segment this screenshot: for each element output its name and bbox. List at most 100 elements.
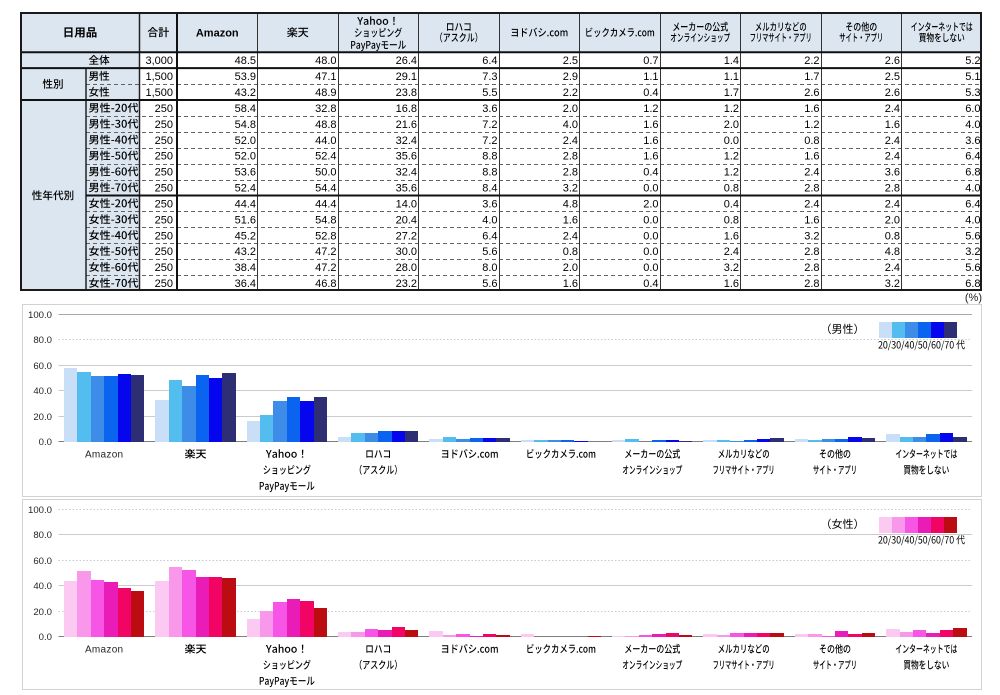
svg-text:20.0: 20.0: [33, 607, 52, 618]
svg-text:50.0: 50.0: [315, 167, 336, 179]
svg-text:32.8: 32.8: [315, 103, 336, 115]
svg-text:4.0: 4.0: [965, 119, 980, 131]
svg-text:0.8: 0.8: [724, 214, 739, 226]
svg-text:0.7: 0.7: [643, 55, 658, 67]
svg-text:4.0: 4.0: [563, 119, 578, 131]
svg-text:0.0: 0.0: [39, 632, 52, 643]
svg-text:2.8: 2.8: [804, 262, 819, 274]
svg-text:14.0: 14.0: [396, 198, 417, 210]
svg-text:250: 250: [155, 135, 173, 147]
svg-text:43.2: 43.2: [235, 87, 256, 99]
svg-text:250: 250: [155, 262, 173, 274]
svg-text:20.0: 20.0: [33, 412, 52, 423]
svg-text:3.6: 3.6: [482, 103, 497, 115]
svg-text:36.4: 36.4: [235, 278, 256, 290]
svg-text:8.0: 8.0: [482, 262, 497, 274]
svg-text:8.4: 8.4: [482, 183, 497, 195]
svg-text:52.4: 52.4: [315, 151, 336, 163]
svg-text:54.8: 54.8: [315, 214, 336, 226]
svg-text:23.2: 23.2: [396, 278, 417, 290]
svg-text:5.6: 5.6: [482, 246, 497, 258]
svg-text:32.4: 32.4: [396, 167, 417, 179]
svg-text:7.2: 7.2: [482, 119, 497, 131]
svg-text:2.6: 2.6: [804, 87, 819, 99]
svg-text:51.6: 51.6: [235, 214, 256, 226]
svg-text:250: 250: [155, 246, 173, 258]
svg-text:28.0: 28.0: [396, 262, 417, 274]
svg-text:2.4: 2.4: [724, 246, 739, 258]
svg-text:3.2: 3.2: [965, 246, 980, 258]
svg-text:0.4: 0.4: [643, 278, 658, 290]
svg-text:52.0: 52.0: [235, 151, 256, 163]
svg-text:2.4: 2.4: [885, 135, 900, 147]
svg-text:54.4: 54.4: [315, 183, 336, 195]
svg-text:1.6: 1.6: [804, 151, 819, 163]
svg-text:4.8: 4.8: [885, 246, 900, 258]
svg-text:5.5: 5.5: [482, 87, 497, 99]
svg-text:53.6: 53.6: [235, 167, 256, 179]
svg-text:5.2: 5.2: [965, 55, 980, 67]
svg-text:7.2: 7.2: [482, 135, 497, 147]
svg-text:5.6: 5.6: [965, 262, 980, 274]
svg-text:250: 250: [155, 183, 173, 195]
svg-text:21.6: 21.6: [396, 119, 417, 131]
svg-text:1.6: 1.6: [804, 103, 819, 115]
svg-text:(%): (%): [965, 292, 982, 304]
svg-text:2.8: 2.8: [563, 167, 578, 179]
svg-text:2.6: 2.6: [885, 87, 900, 99]
svg-text:48.8: 48.8: [315, 119, 336, 131]
svg-text:47.2: 47.2: [315, 246, 336, 258]
svg-text:1.6: 1.6: [563, 278, 578, 290]
svg-text:4.0: 4.0: [482, 214, 497, 226]
svg-text:3.2: 3.2: [885, 278, 900, 290]
svg-text:0.4: 0.4: [724, 198, 739, 210]
svg-text:48.9: 48.9: [315, 87, 336, 99]
svg-text:6.4: 6.4: [965, 151, 980, 163]
svg-text:3.6: 3.6: [482, 198, 497, 210]
svg-text:46.8: 46.8: [315, 278, 336, 290]
svg-text:20.4: 20.4: [396, 214, 417, 226]
svg-text:1.6: 1.6: [643, 151, 658, 163]
svg-text:1.6: 1.6: [804, 214, 819, 226]
svg-text:1.6: 1.6: [563, 214, 578, 226]
svg-text:2.4: 2.4: [563, 135, 578, 147]
svg-text:0.4: 0.4: [643, 87, 658, 99]
svg-text:0.0: 0.0: [643, 214, 658, 226]
svg-text:4.0: 4.0: [965, 183, 980, 195]
svg-text:250: 250: [155, 214, 173, 226]
svg-text:35.6: 35.6: [396, 183, 417, 195]
svg-text:2.8: 2.8: [804, 246, 819, 258]
svg-text:1.7: 1.7: [804, 71, 819, 83]
svg-text:54.8: 54.8: [235, 119, 256, 131]
svg-text:1.1: 1.1: [724, 71, 739, 83]
svg-text:2.6: 2.6: [885, 55, 900, 67]
svg-text:16.8: 16.8: [396, 103, 417, 115]
svg-text:38.4: 38.4: [235, 262, 256, 274]
svg-text:52.0: 52.0: [235, 135, 256, 147]
svg-text:23.8: 23.8: [396, 87, 417, 99]
svg-text:58.4: 58.4: [235, 103, 256, 115]
svg-text:1.6: 1.6: [885, 119, 900, 131]
svg-text:0.8: 0.8: [885, 230, 900, 242]
svg-text:4.0: 4.0: [965, 214, 980, 226]
svg-text:0.0: 0.0: [39, 437, 52, 448]
svg-text:44.4: 44.4: [315, 198, 336, 210]
svg-text:6.8: 6.8: [965, 167, 980, 179]
svg-text:8.8: 8.8: [482, 151, 497, 163]
svg-text:60.0: 60.0: [33, 556, 52, 567]
svg-text:250: 250: [155, 103, 173, 115]
svg-text:Amazon: Amazon: [85, 645, 124, 656]
svg-text:250: 250: [155, 278, 173, 290]
svg-text:1.4: 1.4: [724, 55, 739, 67]
svg-text:27.2: 27.2: [396, 230, 417, 242]
svg-text:80.0: 80.0: [33, 335, 52, 346]
svg-text:1.2: 1.2: [724, 103, 739, 115]
svg-text:250: 250: [155, 151, 173, 163]
svg-text:2.0: 2.0: [643, 198, 658, 210]
svg-text:8.8: 8.8: [482, 167, 497, 179]
svg-text:250: 250: [155, 198, 173, 210]
svg-text:45.2: 45.2: [235, 230, 256, 242]
svg-text:44.0: 44.0: [315, 135, 336, 147]
svg-text:1.6: 1.6: [643, 119, 658, 131]
svg-text:2.4: 2.4: [804, 198, 819, 210]
